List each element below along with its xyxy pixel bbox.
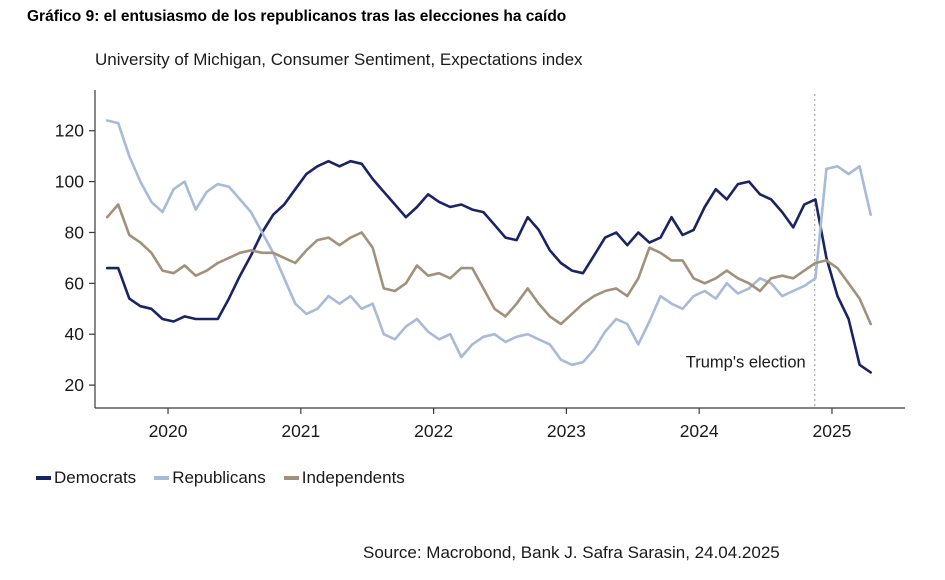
legend-label: Democrats	[54, 468, 137, 487]
x-tick-label: 2022	[414, 421, 453, 441]
x-tick-label: 2024	[680, 421, 719, 441]
sentiment-chart: 20 40 60 80 100 120 2020 2021 2022 2023 2024 2025 Tr…	[55, 90, 905, 441]
line-democrats	[105, 159, 873, 374]
line-independents	[105, 203, 873, 326]
chart-title: University of Michigan, Consumer Sentime…	[95, 50, 583, 69]
y-tick-label: 60	[65, 273, 85, 293]
legend-label: Republicans	[172, 468, 266, 487]
y-tick-label: 100	[55, 172, 84, 192]
x-tick-label: 2025	[812, 421, 851, 441]
page-title: Gráfico 9: el entusiasmo de los republic…	[27, 8, 567, 25]
source-text: Source: Macrobond, Bank J. Safra Sarasin…	[363, 543, 780, 562]
y-tick-label: 120	[55, 121, 84, 141]
legend-item-independents: Independents	[283, 468, 405, 488]
x-tick-label: 2023	[547, 421, 586, 441]
election-annotation-label: Trump's election	[686, 353, 806, 371]
y-tick-label: 80	[65, 222, 85, 242]
chart-legend: Democrats Republicans Independents	[36, 468, 405, 488]
x-tick-label: 2020	[149, 421, 188, 441]
line-republicans	[105, 119, 873, 367]
democrats-line-swatch	[36, 476, 51, 480]
legend-item-democrats: Democrats	[36, 468, 136, 488]
x-tick-label: 2021	[281, 421, 320, 441]
y-tick-label: 20	[65, 375, 85, 395]
legend-item-republicans: Republicans	[154, 468, 266, 488]
y-tick-label: 40	[65, 324, 85, 344]
independents-line-swatch	[283, 476, 299, 480]
legend-label: Independents	[301, 468, 405, 487]
republicans-line-swatch	[154, 476, 170, 480]
